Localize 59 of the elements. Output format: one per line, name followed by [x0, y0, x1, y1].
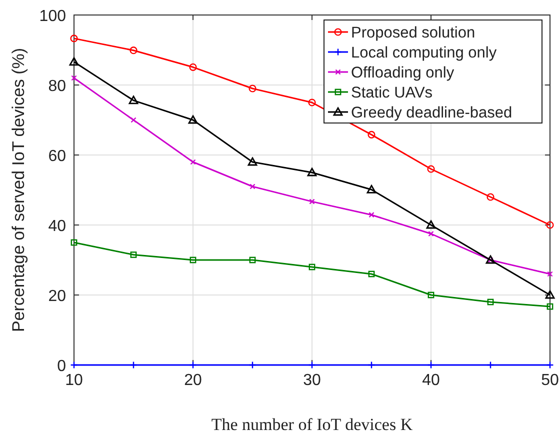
- point: [368, 361, 376, 369]
- legend-label: Static UAVs: [351, 84, 433, 102]
- point: [308, 361, 316, 369]
- point: [427, 361, 435, 369]
- x-tick-label: 40: [422, 372, 440, 389]
- point: [427, 165, 435, 173]
- point: [368, 270, 375, 278]
- point: [250, 184, 256, 190]
- point: [545, 290, 555, 299]
- point: [71, 75, 77, 81]
- y-axis-title: Percentage of served IoT devices (%): [9, 48, 28, 332]
- point: [248, 361, 256, 369]
- legend-label: Greedy deadline-based: [351, 104, 512, 122]
- point: [190, 159, 196, 165]
- point: [130, 46, 138, 54]
- point: [308, 264, 316, 270]
- point: [130, 117, 136, 123]
- point: [366, 184, 376, 194]
- point: [188, 115, 198, 124]
- x-tick-label: 30: [303, 372, 321, 389]
- point: [428, 292, 434, 298]
- point: [487, 298, 494, 306]
- point: [547, 271, 553, 277]
- y-tick-label: 80: [48, 78, 66, 95]
- point: [130, 252, 137, 258]
- point: [368, 212, 374, 218]
- point: [546, 221, 554, 229]
- point: [248, 84, 256, 92]
- point: [189, 63, 197, 71]
- point: [309, 198, 315, 204]
- legend-label: Local computing only: [351, 44, 497, 62]
- point: [249, 256, 256, 264]
- point: [189, 361, 197, 369]
- legend-label: Offloading only: [351, 64, 454, 82]
- point: [190, 256, 196, 264]
- x-axis-title: The number of IoT devices K: [211, 415, 414, 434]
- point: [546, 303, 554, 310]
- point: [428, 230, 434, 237]
- x-tick-label: 10: [65, 372, 83, 389]
- point: [130, 361, 138, 369]
- y-tick-label: 20: [48, 288, 66, 305]
- x-tick-label: 20: [184, 372, 202, 389]
- legend-label: Proposed solution: [351, 24, 476, 42]
- y-tick-label: 60: [48, 148, 66, 165]
- x-tick-label: 50: [541, 372, 559, 389]
- point: [248, 157, 258, 166]
- y-tick-label: 40: [48, 218, 66, 235]
- point: [308, 98, 316, 106]
- y-tick-label: 0: [57, 358, 66, 375]
- point: [486, 361, 494, 369]
- point: [70, 34, 78, 42]
- point: [426, 220, 436, 229]
- point: [368, 130, 376, 138]
- point: [70, 239, 78, 246]
- point: [128, 96, 138, 104]
- point: [69, 57, 79, 66]
- point: [486, 193, 494, 201]
- y-tick-label: 100: [39, 8, 66, 25]
- point: [307, 168, 317, 176]
